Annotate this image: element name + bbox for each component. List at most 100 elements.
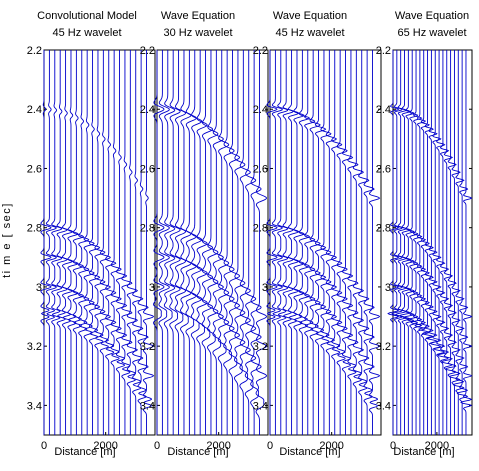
- x-tick-label: 0: [267, 440, 273, 452]
- y-tick-label: 2.6: [27, 163, 42, 175]
- x-tick-label: 0: [390, 440, 396, 452]
- y-tick-label: 3.2: [253, 341, 268, 353]
- x-tick-label: 2000: [93, 440, 117, 452]
- y-tick-label: 2.8: [27, 223, 42, 235]
- x-axis-label: Distance [m]: [279, 446, 340, 458]
- trace-line: [115, 50, 128, 435]
- trace-line: [352, 50, 365, 435]
- seismic-traces: [153, 50, 268, 435]
- y-tick-label: 2.6: [140, 163, 155, 175]
- trace-line: [441, 50, 454, 435]
- y-tick-label: 2.4: [140, 104, 155, 116]
- trace-line: [88, 50, 101, 435]
- trace-line: [45, 50, 57, 435]
- trace-line: [309, 50, 321, 435]
- x-tick-label: 0: [154, 440, 160, 452]
- panel-wave-equation-45hz: Wave Equation 45 Hz wavelet Distance [m]…: [253, 10, 382, 458]
- panel-title-line2: 30 Hz wavelet: [163, 27, 232, 39]
- x-axis-label: Distance [m]: [54, 446, 115, 458]
- x-tick-label: 2000: [425, 440, 449, 452]
- y-tick-label: 3: [149, 282, 155, 294]
- y-tick-label: 3: [262, 282, 268, 294]
- y-tick-label: 2.2: [253, 45, 268, 57]
- trace-line: [142, 50, 155, 435]
- trace-line: [314, 50, 327, 435]
- seismic-traces: [266, 50, 381, 435]
- plot-frame: [269, 49, 382, 436]
- trace-line: [460, 50, 473, 435]
- x-tick-label: 0: [41, 440, 47, 452]
- trace-line: [429, 50, 442, 435]
- panel-title-line2: 45 Hz wavelet: [275, 27, 344, 39]
- trace-line: [266, 50, 278, 435]
- trace-line: [320, 50, 332, 435]
- trace-line: [51, 50, 63, 435]
- trace-line: [358, 50, 370, 435]
- trace-line: [228, 50, 241, 435]
- trace-line: [72, 50, 85, 435]
- trace-line: [40, 50, 52, 435]
- trace-line: [271, 50, 283, 435]
- trace-line: [196, 50, 208, 435]
- y-tick-label: 3.4: [140, 400, 155, 412]
- panel-title-line1: Wave Equation: [161, 10, 235, 22]
- trace-line: [368, 50, 381, 435]
- trace-line: [244, 50, 257, 435]
- trace-line: [94, 50, 106, 435]
- y-tick-label: 2.8: [253, 223, 268, 235]
- trace-line: [153, 50, 165, 435]
- trace-line: [387, 50, 400, 435]
- trace-line: [391, 50, 403, 435]
- panel-convolutional-45hz: Convolutional Model 45 Hz wavelet Distan…: [27, 10, 156, 458]
- trace-line: [158, 50, 170, 435]
- trace-line: [433, 50, 446, 435]
- y-axis-label: ti m e [ sec]: [1, 202, 13, 278]
- trace-line: [217, 50, 230, 435]
- trace-line: [201, 50, 214, 435]
- trace-line: [452, 50, 465, 435]
- y-tick-label: 3: [385, 282, 391, 294]
- trace-line: [61, 50, 74, 435]
- trace-line: [410, 50, 423, 435]
- panel-title-line1: Wave Equation: [273, 10, 347, 22]
- y-tick-label: 3.4: [376, 400, 391, 412]
- x-tick-label: 2000: [319, 440, 343, 452]
- trace-line: [169, 50, 181, 435]
- trace-line: [421, 50, 434, 435]
- trace-line: [234, 50, 246, 435]
- trace-line: [174, 50, 187, 435]
- trace-line: [223, 50, 235, 435]
- trace-line: [304, 50, 316, 435]
- trace-line: [212, 50, 224, 435]
- y-tick-label: 3.2: [140, 341, 155, 353]
- y-tick-label: 3: [36, 282, 42, 294]
- panel-wave-equation-65hz: Wave Equation 65 Hz wavelet Distance [m]…: [376, 10, 473, 458]
- panel-title-line2: 45 Hz wavelet: [52, 27, 121, 39]
- y-tick-label: 2.2: [140, 45, 155, 57]
- plot-frame: [43, 49, 156, 436]
- y-tick-label: 2.6: [253, 163, 268, 175]
- trace-line: [67, 50, 79, 435]
- trace-line: [99, 50, 111, 435]
- trace-line: [363, 50, 375, 435]
- trace-line: [105, 50, 117, 435]
- trace-line: [448, 50, 461, 435]
- trace-line: [347, 50, 359, 435]
- trace-line: [190, 50, 203, 435]
- trace-line: [207, 50, 219, 435]
- trace-line: [325, 50, 337, 435]
- trace-line: [402, 50, 415, 435]
- trace-line: [137, 50, 149, 435]
- trace-line: [456, 50, 469, 435]
- trace-line: [395, 50, 407, 435]
- x-axis-label: Distance [m]: [393, 446, 454, 458]
- trace-line: [56, 50, 68, 435]
- trace-line: [132, 50, 144, 435]
- trace-line: [414, 50, 427, 435]
- y-tick-label: 2.2: [27, 45, 42, 57]
- trace-line: [126, 50, 139, 435]
- trace-line: [277, 50, 289, 435]
- trace-line: [83, 50, 95, 435]
- y-tick-label: 3.4: [253, 400, 268, 412]
- trace-line: [331, 50, 343, 435]
